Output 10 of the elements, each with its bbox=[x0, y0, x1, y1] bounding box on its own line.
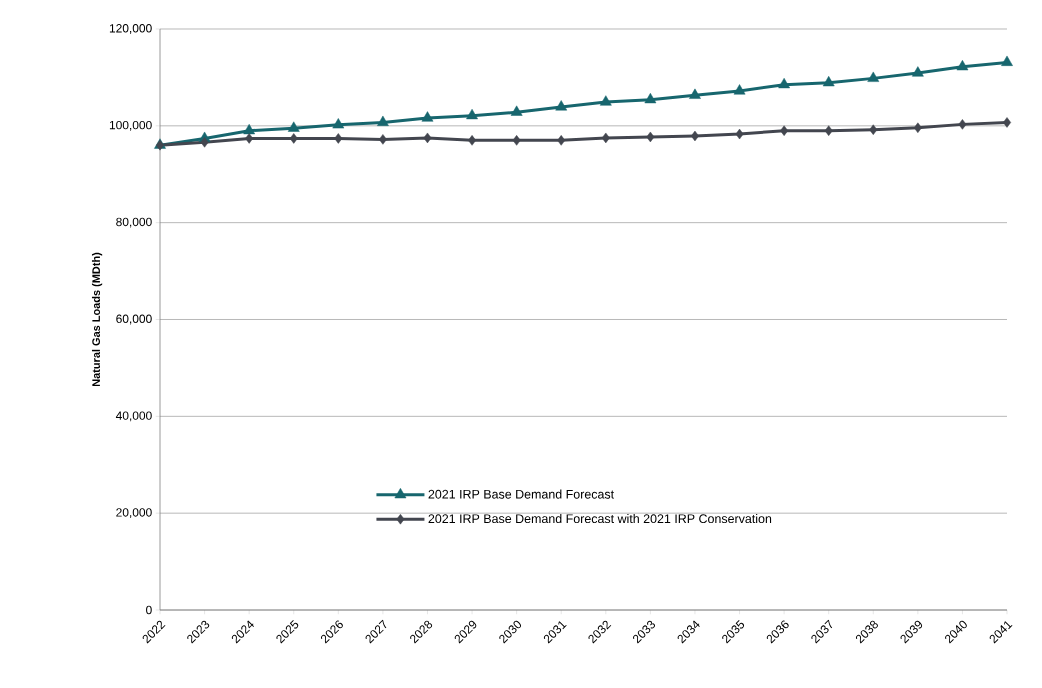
y-tick-label: 100,000 bbox=[109, 120, 152, 131]
y-tick-label: 20,000 bbox=[116, 508, 152, 519]
legend-label: 2021 IRP Base Demand Forecast bbox=[428, 489, 615, 499]
y-tick-label: 0 bbox=[146, 605, 152, 615]
legend-label: 2021 IRP Base Demand Forecast with 2021 IRP Conservation bbox=[428, 513, 772, 524]
y-tick-label: 60,000 bbox=[116, 314, 152, 325]
y-tick-label: 120,000 bbox=[109, 24, 152, 34]
y-tick-label: 40,000 bbox=[115, 411, 152, 422]
y-axis-title: Natural Gas Loads (MDth) bbox=[91, 252, 103, 387]
y-tick-label: 80,000 bbox=[116, 217, 152, 228]
